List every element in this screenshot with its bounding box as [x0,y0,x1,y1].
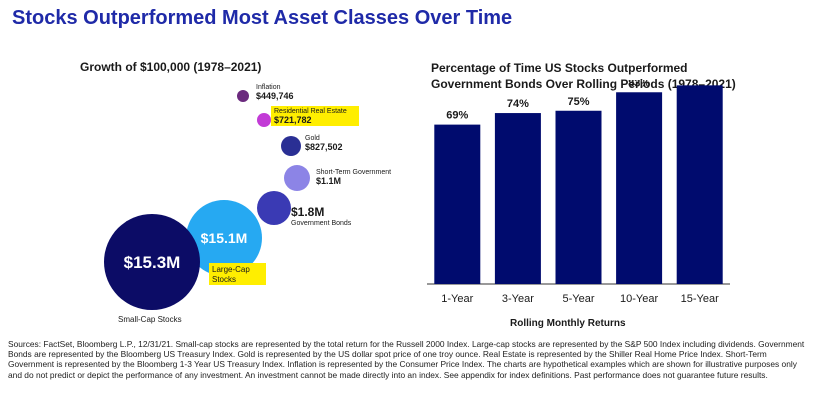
bubble-name-government-bonds: Government Bonds [291,220,352,227]
bubble-name-large-cap-stocks: Large-Cap [212,265,250,274]
bar-5-year [555,110,602,284]
bar-value-label-15-year: 86% [689,80,711,82]
bubble-value-short-term-government: $1.1M [316,176,341,186]
bubble-gold [281,136,301,156]
bar-chart-title: Percentage of Time US Stocks Outperforme… [431,60,736,92]
bubble-value-small-cap-stocks: $15.3M [124,253,181,272]
bar-value-label-1-year: 69% [446,110,468,122]
page-title: Stocks Outperformed Most Asset Classes O… [12,7,513,29]
bubble-value-inflation: $449,746 [256,91,294,101]
bar-15-year [676,85,723,284]
bubble-name-short-term-government: Short-Term Government [316,169,391,176]
label-highlight-large-cap-stocks [209,263,266,285]
bubble-value-large-cap-stocks: $15.1M [201,230,248,246]
bubble-value-gold: $827,502 [305,142,343,152]
bubble-value-government-bonds: $1.8M [291,205,324,219]
x-tick-label-10-year: 10-Year [620,293,658,305]
x-tick-label-3-year: 3-Year [502,293,534,305]
bubble-name-inflation: Inflation [256,84,281,91]
bar-10-year [616,92,663,285]
label-highlight-residential-real-estate [271,106,359,126]
bubble-chart: Inflation$449,746 Residential Real Estate… [104,84,391,324]
bubble-inflation [237,90,249,102]
bar-chart-title-line-1: Percentage of Time US Stocks Outperforme… [431,61,688,75]
bubble-name-residential-real-estate: Residential Real Estate [274,108,347,115]
bar-chart: 69% 1-Year 74% 3-Year 75% 5-Year 83% 10-Year 86%… [427,80,730,305]
x-tick-label-1-year: 1-Year [441,293,473,305]
bar-value-label-5-year: 75% [567,96,589,108]
bubble-chart-title: Growth of $100,000 (1978–2021) [80,60,262,74]
bar-chart-x-axis-title: Rolling Monthly Returns [510,318,626,329]
bar-value-label-10-year: 83% [628,80,650,89]
x-tick-label-15-year: 15-Year [681,293,719,305]
bubble-residential-real-estate [257,113,271,127]
bubble-name-gold: Gold [305,135,320,142]
bubble-name-large-cap-stocks-line-2: Stocks [212,275,236,284]
bubble-value-residential-real-estate: $721,782 [274,115,312,125]
bar-3-year [494,113,541,284]
bubble-government-bonds [257,191,291,225]
sources-footnote: Sources: FactSet, Bloomberg L.P., 12/31/… [8,339,805,380]
x-tick-label-5-year: 5-Year [562,293,594,305]
bubble-small-cap-stocks [104,214,200,310]
bubble-large-cap-stocks [186,200,262,276]
bar-value-label-3-year: 74% [507,98,529,110]
bubble-short-term-government [284,165,310,191]
bubble-name-small-cap-stocks: Small-Cap Stocks [118,315,182,324]
bar-1-year [434,124,481,284]
bar-chart-title-line-2: Government Bonds Over Rolling Periods (1… [431,77,736,91]
